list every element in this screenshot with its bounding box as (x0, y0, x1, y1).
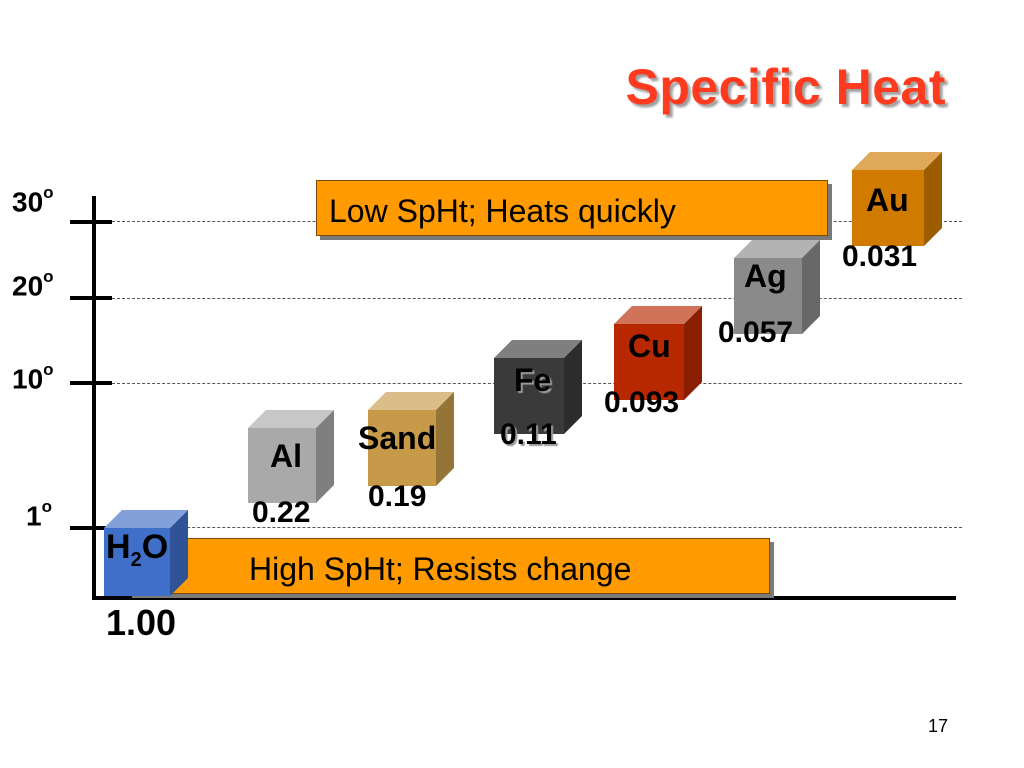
cube-front-face (614, 324, 684, 400)
specific-heat-value-fe: 0.11 (500, 418, 557, 451)
cube-side-face (802, 240, 820, 334)
cube-top-face (734, 240, 820, 258)
cube-top-face (852, 152, 942, 170)
specific-heat-value-sand: 0.19 (368, 480, 427, 513)
high-spht-banner: High SpHt; Resists change (128, 538, 770, 594)
specific-heat-value-ag: 0.057 (718, 316, 794, 349)
temp-label-20: 20o (12, 267, 54, 302)
specific-heat-value-au: 0.031 (842, 240, 918, 273)
tick-20 (70, 296, 112, 300)
material-label-cu: Cu (628, 328, 671, 364)
x-axis (92, 596, 956, 600)
cube-shape-ag (734, 240, 820, 334)
temp-label-30: 30o (12, 183, 54, 218)
cube-front-face (248, 428, 316, 503)
cube-side-face (684, 306, 702, 400)
gridline-20 (112, 298, 962, 299)
cube-shape-sand (368, 392, 454, 486)
specific-heat-value-h2o: 1.00 (106, 602, 177, 643)
material-label-al: Al (270, 438, 302, 474)
cube-top-face (104, 510, 188, 528)
low-spht-text: Low SpHt; Heats quickly (329, 193, 676, 229)
specific-heat-value-al: 0.22 (252, 496, 311, 529)
tick-1 (70, 526, 112, 530)
page-number: 17 (927, 716, 948, 736)
low-spht-banner: Low SpHt; Heats quickly (316, 180, 828, 236)
cube-top-face (248, 410, 334, 428)
y-axis (92, 196, 96, 600)
material-label-h2o: H2O (106, 528, 169, 571)
cube-side-face (564, 340, 582, 434)
tick-30 (70, 220, 112, 224)
cube-top-face (614, 306, 702, 324)
cube-top-face (494, 340, 582, 358)
material-label-fe: Fe (514, 362, 552, 398)
cube-front-face (852, 170, 924, 246)
cube-shape-au (852, 152, 942, 246)
slide-title: Specific Heat (625, 59, 946, 115)
cube-top-face (368, 392, 454, 410)
high-spht-text: High SpHt; Resists change (249, 551, 632, 587)
tick-10 (70, 381, 112, 385)
cube-front-face (494, 358, 564, 434)
cube-shape-h2o (104, 510, 188, 596)
cube-shape-cu (614, 306, 702, 400)
material-label-sand: Sand (358, 420, 437, 456)
cube-front-face (368, 410, 436, 486)
temp-label-1: 1o (26, 497, 52, 532)
cube-shape-al (248, 410, 334, 503)
cube-shape-fe (494, 340, 582, 434)
cube-front-face (104, 528, 170, 596)
temp-label-10: 10o (12, 360, 54, 395)
material-label-ag: Ag (744, 258, 787, 294)
cube-side-face (316, 410, 334, 503)
cube-side-face (170, 510, 188, 596)
material-label-au: Au (866, 182, 909, 218)
gridline-1 (112, 527, 962, 528)
cube-side-face (924, 152, 942, 246)
cube-side-face (436, 392, 454, 486)
specific-heat-value-cu: 0.093 (604, 386, 680, 419)
cube-front-face (734, 258, 802, 334)
